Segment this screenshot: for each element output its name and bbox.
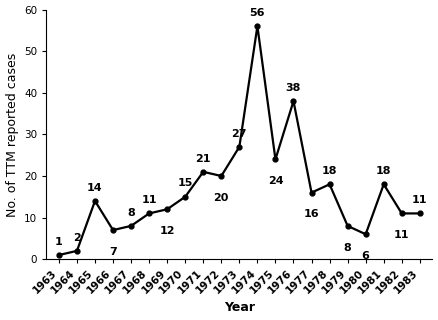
Text: 21: 21	[195, 154, 211, 164]
Text: 24: 24	[268, 176, 283, 186]
Text: 14: 14	[87, 183, 103, 193]
Y-axis label: No. of TTM reported cases: No. of TTM reported cases	[6, 52, 18, 217]
Text: 18: 18	[322, 166, 337, 176]
X-axis label: Year: Year	[224, 301, 255, 315]
Text: 16: 16	[304, 209, 319, 219]
Text: 11: 11	[394, 230, 410, 240]
Text: 20: 20	[214, 193, 229, 203]
Text: 1: 1	[55, 237, 63, 247]
Text: 15: 15	[177, 179, 193, 188]
Text: 56: 56	[250, 8, 265, 18]
Text: 7: 7	[109, 247, 117, 257]
Text: 38: 38	[286, 83, 301, 93]
Text: 11: 11	[412, 195, 427, 205]
Text: 2: 2	[73, 233, 81, 243]
Text: 12: 12	[159, 226, 175, 236]
Text: 11: 11	[141, 195, 157, 205]
Text: 18: 18	[376, 166, 392, 176]
Text: 6: 6	[362, 251, 370, 261]
Text: 8: 8	[127, 208, 135, 218]
Text: 8: 8	[344, 243, 352, 252]
Text: 27: 27	[232, 129, 247, 139]
